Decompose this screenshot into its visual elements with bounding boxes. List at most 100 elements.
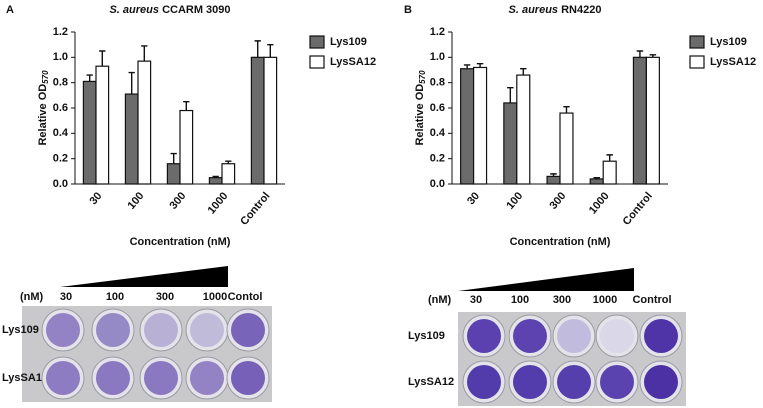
error-bar bbox=[649, 54, 657, 58]
x-axis-label: Concentration (nM) bbox=[130, 236, 231, 248]
y-axis-label: Relative OD570 bbox=[414, 70, 427, 146]
panel-label: A bbox=[6, 4, 14, 16]
error-bar bbox=[225, 160, 232, 164]
error-bar bbox=[550, 173, 557, 177]
error-bar bbox=[212, 175, 219, 178]
y-tick-label: 0.4 bbox=[430, 127, 446, 139]
well-fill bbox=[231, 313, 265, 347]
error-bar bbox=[636, 50, 644, 58]
y-axis-label: Relative OD570 bbox=[37, 70, 50, 146]
x-tick-label: 30 bbox=[465, 190, 482, 207]
error-bar bbox=[170, 152, 177, 164]
concentration-label: 30 bbox=[470, 294, 482, 306]
y-tick-label: 0.2 bbox=[53, 153, 68, 165]
well-fill bbox=[600, 365, 634, 399]
title-text: RN4220 bbox=[561, 4, 601, 16]
error-bar bbox=[563, 106, 570, 114]
x-tick-label: 300 bbox=[548, 190, 569, 212]
x-tick-label: 1000 bbox=[206, 190, 231, 216]
bar bbox=[473, 66, 488, 185]
well-fill bbox=[231, 361, 265, 395]
well-fill bbox=[96, 361, 130, 395]
error-bar bbox=[86, 74, 93, 82]
x-tick-label: 100 bbox=[504, 190, 525, 212]
error-bar bbox=[254, 40, 261, 58]
y-tick-label: 0.8 bbox=[53, 77, 68, 89]
chart-title: S. aureus RN4220 bbox=[509, 4, 602, 16]
bar bbox=[503, 102, 518, 185]
y-label-sub: 570 bbox=[41, 70, 50, 84]
bar bbox=[589, 178, 604, 185]
bar bbox=[546, 175, 561, 185]
concentration-label: Contol bbox=[228, 291, 263, 303]
y-tick-label: 1.0 bbox=[430, 51, 445, 63]
bar bbox=[645, 56, 660, 185]
bar bbox=[221, 163, 236, 185]
well-fill bbox=[46, 361, 80, 395]
y-tick-label: 0.6 bbox=[53, 102, 68, 114]
bar bbox=[460, 68, 475, 185]
error-bar bbox=[128, 71, 135, 95]
concentration-label: 300 bbox=[156, 291, 174, 303]
well-fill bbox=[467, 319, 501, 353]
legend-swatch bbox=[309, 35, 325, 49]
y-label-sub: 570 bbox=[418, 70, 427, 84]
well-fill bbox=[557, 319, 591, 353]
legend-swatch bbox=[309, 55, 325, 69]
x-tick-label: 100 bbox=[126, 190, 147, 212]
x-tick-label: Control bbox=[238, 190, 272, 228]
error-bar bbox=[520, 68, 527, 76]
well-fill bbox=[513, 319, 547, 353]
row-label: Lys109 bbox=[2, 324, 39, 336]
y-tick-label: 0.6 bbox=[430, 102, 445, 114]
bar bbox=[602, 160, 617, 185]
bar bbox=[166, 163, 181, 185]
well-fill bbox=[644, 319, 678, 353]
row-label: LysSA12 bbox=[408, 376, 454, 388]
bar bbox=[137, 60, 152, 185]
bar bbox=[516, 74, 531, 185]
concentration-label: Control bbox=[632, 294, 671, 306]
well-fill bbox=[467, 365, 501, 399]
chart-title: S. aureus CCARM 3090 bbox=[109, 4, 230, 16]
well-fill bbox=[190, 361, 224, 395]
y-tick-label: 0.0 bbox=[53, 178, 68, 190]
error-bar bbox=[141, 45, 148, 62]
concentration-label: 100 bbox=[511, 294, 529, 306]
well-fill bbox=[46, 313, 80, 347]
y-label: Relative OD bbox=[414, 84, 426, 146]
bar bbox=[263, 56, 278, 185]
y-tick-label: 1.2 bbox=[53, 26, 68, 38]
title-italic: S. aureus bbox=[109, 4, 159, 16]
y-tick-label: 0.0 bbox=[430, 178, 445, 190]
y-tick-label: 0.4 bbox=[53, 127, 69, 139]
well-fill bbox=[513, 365, 547, 399]
bar bbox=[208, 177, 223, 185]
bar bbox=[559, 112, 574, 185]
bar bbox=[82, 80, 97, 185]
error-bar bbox=[606, 154, 613, 162]
row-label: LysSA12 bbox=[2, 372, 48, 384]
concentration-label: 100 bbox=[106, 291, 124, 303]
legend-label: Lys109 bbox=[330, 36, 367, 48]
wedge bbox=[60, 266, 228, 287]
well-fill bbox=[144, 313, 178, 347]
bar bbox=[95, 65, 110, 185]
x-tick-label: 30 bbox=[87, 190, 104, 207]
wedge bbox=[458, 268, 634, 291]
legend-label: LysSA12 bbox=[330, 56, 376, 68]
concentration-label: 1000 bbox=[593, 294, 617, 306]
x-tick-label: 300 bbox=[168, 190, 189, 212]
error-bar bbox=[593, 176, 600, 179]
concentration-label: 300 bbox=[553, 294, 571, 306]
x-tick-label: 1000 bbox=[587, 190, 612, 216]
bar bbox=[124, 93, 139, 185]
concentration-label: 1000 bbox=[203, 291, 227, 303]
well-fill bbox=[190, 313, 224, 347]
unit-label: (nM) bbox=[428, 294, 452, 306]
bar bbox=[250, 56, 265, 185]
title-text: CCARM 3090 bbox=[162, 4, 230, 16]
unit-label: (nM) bbox=[20, 291, 44, 303]
well-fill bbox=[96, 313, 130, 347]
